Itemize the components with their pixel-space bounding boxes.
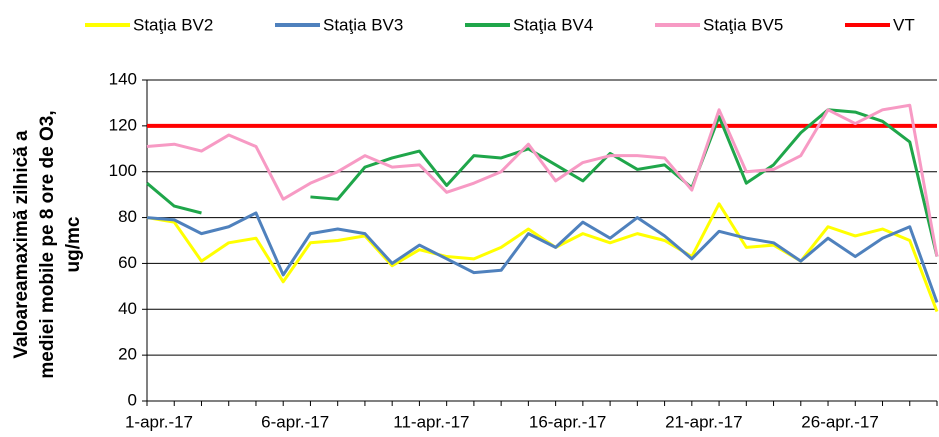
legend-label: Staţia BV5 — [703, 15, 783, 34]
x-tick-label: 1-apr.-17 — [125, 412, 193, 431]
series-line — [146, 108, 939, 257]
y-tick-label: 120 — [109, 115, 137, 134]
x-tick-label: 21-apr.-17 — [665, 412, 743, 431]
x-tick-label: 11-apr.-17 — [393, 412, 469, 431]
y-axis-title: mediei mobile pe 8 ore de O3, — [37, 110, 58, 378]
y-tick-label: 20 — [118, 345, 137, 364]
series-line — [146, 103, 939, 257]
y-tick-label: 40 — [118, 299, 137, 318]
y-tick-label: 60 — [118, 253, 137, 272]
legend-label: VT — [893, 15, 915, 34]
y-tick-label: 80 — [118, 207, 137, 226]
y-tick-label: 0 — [128, 390, 137, 409]
legend-label: Staţia BV4 — [513, 15, 593, 34]
y-tick-label: 100 — [109, 161, 137, 180]
y-axis-title: Valoareamaximă zilnică a — [11, 130, 32, 359]
series-line — [146, 202, 939, 313]
legend-label: Staţia BV3 — [323, 15, 403, 34]
x-tick-label: 16-apr.-17 — [529, 412, 607, 431]
y-axis-title: ug/mc — [63, 216, 84, 272]
x-tick-label: 6-apr.-17 — [261, 412, 329, 431]
y-tick-label: 140 — [109, 69, 137, 88]
x-tick-label: 26-apr.-17 — [801, 412, 879, 431]
series-line — [146, 211, 939, 303]
legend-label: Staţia BV2 — [133, 15, 213, 34]
